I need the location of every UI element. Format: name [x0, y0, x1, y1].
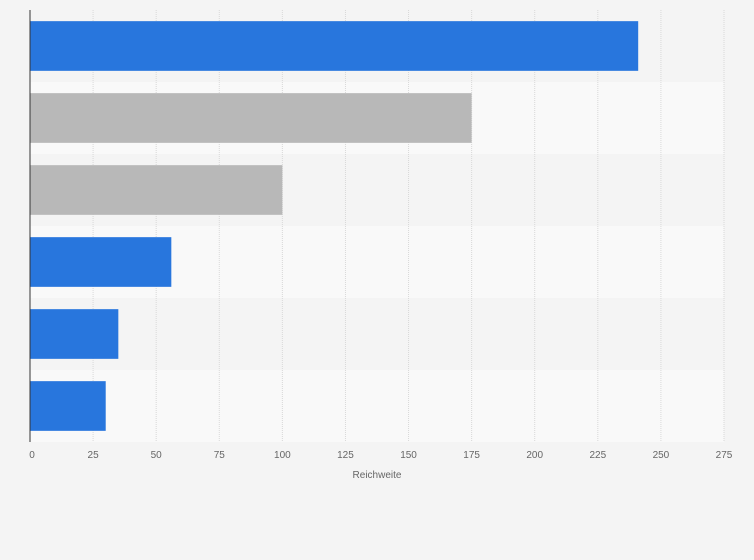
x-tick-label: 0	[29, 450, 35, 461]
x-tick-label: 25	[88, 450, 100, 461]
bar[interactable]	[30, 381, 106, 431]
x-tick-label: 100	[274, 450, 291, 461]
bar[interactable]	[30, 165, 283, 215]
x-tick-label: 250	[653, 450, 670, 461]
row-bands	[30, 10, 724, 442]
bar[interactable]	[30, 21, 639, 71]
x-tick-label: 200	[526, 450, 543, 461]
gridlines	[92, 10, 725, 442]
row-band	[30, 370, 724, 442]
bar[interactable]	[30, 237, 172, 287]
x-tick-label: 225	[589, 450, 606, 461]
bar[interactable]	[30, 93, 472, 143]
x-tick-label: 175	[463, 450, 480, 461]
x-tick-label: 275	[716, 450, 733, 461]
x-tick-label: 75	[214, 450, 226, 461]
row-band	[30, 298, 724, 370]
x-axis-tick-labels: 0 25 50 75 100 125 150 175 200 225 250 275	[29, 450, 733, 461]
bars	[30, 21, 639, 431]
x-tick-label: 150	[400, 450, 417, 461]
x-tick-label: 50	[151, 450, 163, 461]
x-axis-title: Reichweite	[353, 470, 402, 481]
x-tick-label: 125	[337, 450, 354, 461]
bar[interactable]	[30, 309, 119, 359]
